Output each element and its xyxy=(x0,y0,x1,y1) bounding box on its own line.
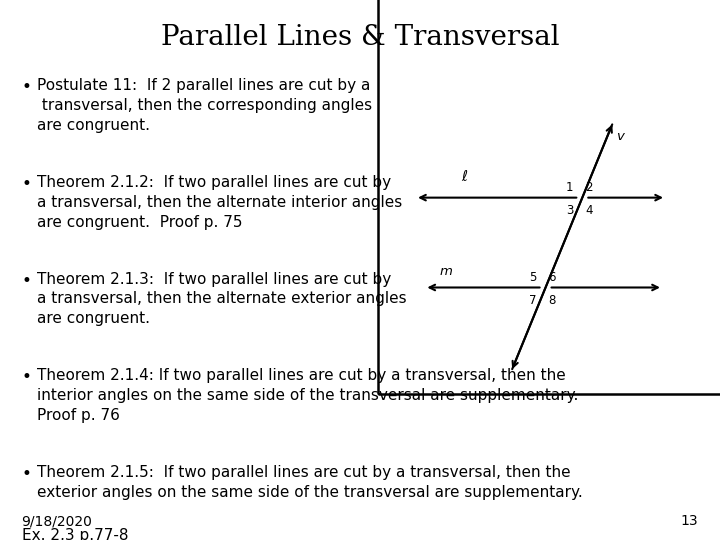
Text: Theorem 2.1.2:  If two parallel lines are cut by
a transversal, then the alterna: Theorem 2.1.2: If two parallel lines are… xyxy=(37,175,402,230)
Text: 6: 6 xyxy=(548,271,556,284)
Text: 5: 5 xyxy=(529,271,537,284)
Text: Theorem 2.1.3:  If two parallel lines are cut by
a transversal, then the alterna: Theorem 2.1.3: If two parallel lines are… xyxy=(37,272,407,326)
Text: •: • xyxy=(22,368,32,386)
Text: •: • xyxy=(22,78,32,96)
Text: Postulate 11:  If 2 parallel lines are cut by a
 transversal, then the correspon: Postulate 11: If 2 parallel lines are cu… xyxy=(37,78,372,133)
Text: Ex. 2,3 p.77-8: Ex. 2,3 p.77-8 xyxy=(22,528,128,540)
Text: $\ell$: $\ell$ xyxy=(461,168,469,184)
Text: •: • xyxy=(22,175,32,193)
Text: 1: 1 xyxy=(566,181,574,194)
Text: •: • xyxy=(22,272,32,289)
Text: Theorem 2.1.4: If two parallel lines are cut by a transversal, then the
interior: Theorem 2.1.4: If two parallel lines are… xyxy=(37,368,579,423)
Text: 13: 13 xyxy=(681,514,698,528)
Text: $v$: $v$ xyxy=(616,130,626,143)
Text: Parallel Lines & Transversal: Parallel Lines & Transversal xyxy=(161,24,559,51)
Text: 7: 7 xyxy=(529,294,537,307)
Text: •: • xyxy=(22,465,32,483)
Text: 2: 2 xyxy=(585,181,593,194)
Text: 8: 8 xyxy=(548,294,556,307)
Text: 3: 3 xyxy=(566,204,574,217)
Text: 9/18/2020: 9/18/2020 xyxy=(22,514,92,528)
Text: Theorem 2.1.5:  If two parallel lines are cut by a transversal, then the
exterio: Theorem 2.1.5: If two parallel lines are… xyxy=(37,465,583,500)
Text: 4: 4 xyxy=(585,204,593,217)
Text: $m$: $m$ xyxy=(439,265,453,278)
